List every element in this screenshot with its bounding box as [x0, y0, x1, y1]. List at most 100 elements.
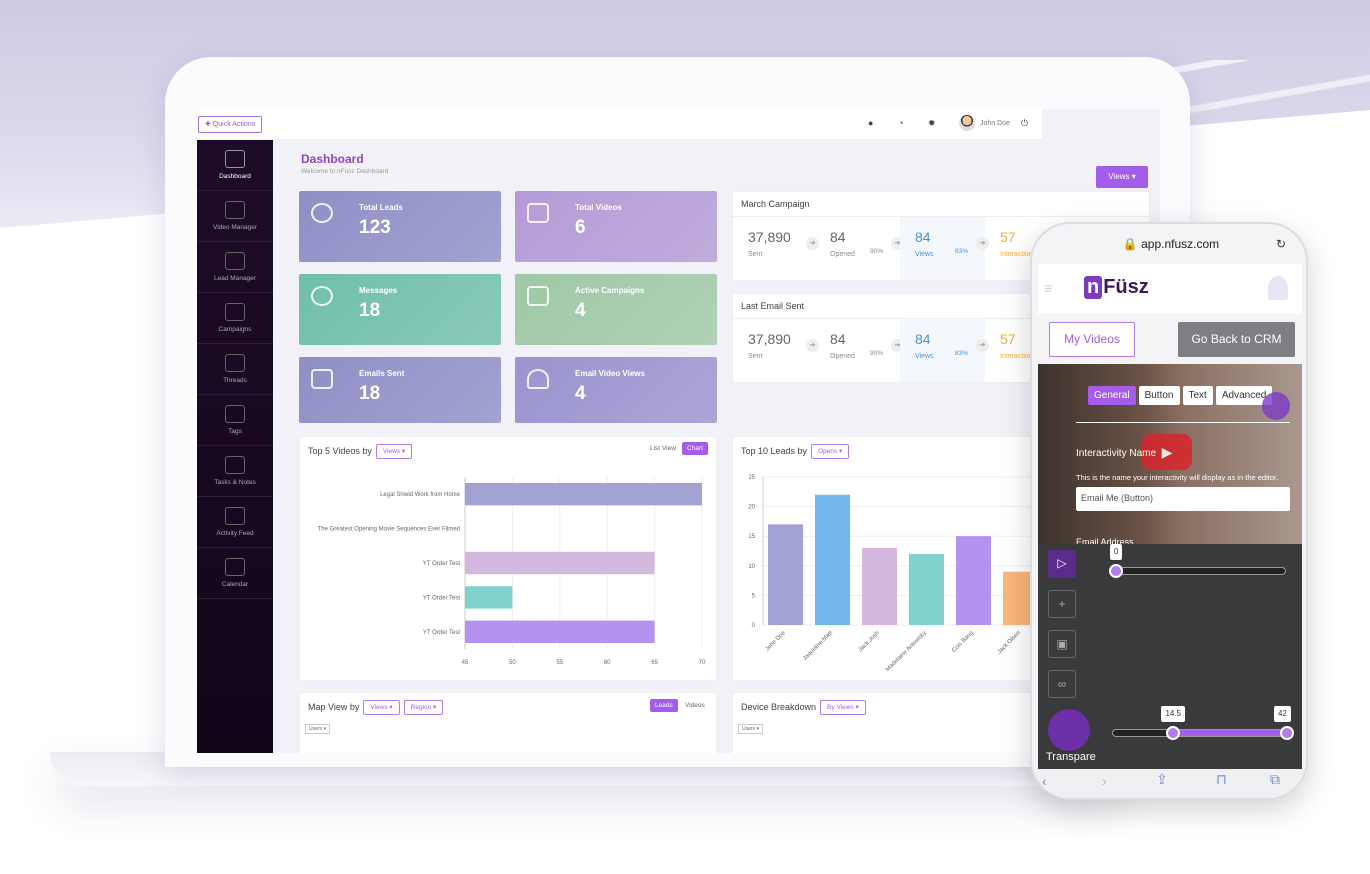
map-videos-toggle[interactable]: Videos — [685, 702, 705, 709]
go-back-to-crm-button[interactable]: Go Back to CRM — [1178, 322, 1295, 357]
profile-icon[interactable] — [1268, 276, 1288, 300]
stat-interactions: 57 Interactions — [985, 319, 1045, 382]
tab-button[interactable]: Button — [1138, 386, 1180, 405]
share-icon[interactable]: ⇪ — [1156, 771, 1168, 787]
category-label: Jack Josh — [858, 630, 881, 653]
stat-label: Interactions — [1000, 353, 1037, 360]
address-bar[interactable]: 🔒 app.nfusz.com — [1122, 237, 1220, 251]
sidebar-item-calendar[interactable]: Calendar — [197, 548, 273, 599]
bar — [909, 553, 944, 625]
app-header: ≡ n Füsz — [1038, 264, 1302, 314]
info-icon[interactable]: ● — [868, 118, 874, 128]
chat-widget-icon[interactable] — [1048, 709, 1090, 751]
x-tick-label: 50 — [509, 660, 516, 666]
reload-icon[interactable]: ↻ — [1275, 237, 1286, 251]
card-total-videos[interactable]: Total Videos 6 — [515, 191, 717, 262]
bar — [956, 536, 991, 625]
sidebar-item-dashboard[interactable]: Dashboard — [197, 140, 273, 191]
play-icon[interactable]: ▶ — [1142, 434, 1192, 470]
tab-advanced[interactable]: Advanced — [1215, 386, 1273, 405]
video-camera-icon — [225, 201, 245, 219]
stat-views: 84 Views 83% ➔ — [900, 319, 989, 382]
sidebar: Dashboard Video Manager Lead Manager Cam… — [197, 140, 273, 753]
map-view-panel: Map View by Views ▾ Region ▾ Leads Videos … — [299, 692, 717, 753]
sidebar-item-label: Activity Feed — [216, 530, 254, 537]
sidebar-item-threads[interactable]: Threads — [197, 344, 273, 395]
nfusz-tool-icon[interactable]: ▷ — [1048, 550, 1076, 578]
card-email-video-views[interactable]: Email Video Views 4 — [515, 357, 717, 423]
dashboard-screen: ✚ Quick Actions ● ◔ ✹ John Doe ⏻ Dashboa… — [197, 109, 1160, 753]
map-users-dropdown[interactable]: Users ▾ — [305, 724, 330, 734]
forward-icon[interactable]: › — [1102, 773, 1107, 789]
sidebar-item-lead-manager[interactable]: Lead Manager — [197, 242, 273, 293]
device-users-dropdown[interactable]: Users ▾ — [738, 724, 763, 734]
bookmarks-icon[interactable]: ⊓ — [1216, 771, 1227, 787]
editor-toolbar: ▷ + ▣ ∞ 0 14.5 42 — [1038, 544, 1302, 769]
category-label: Jaqueline Matt — [802, 630, 834, 662]
stat-views: 84 Views 83% ➔ — [900, 217, 989, 280]
card-messages[interactable]: Messages 18 — [299, 274, 501, 345]
card-label: Active Campaigns — [575, 286, 645, 295]
save-icon[interactable]: ▣ — [1048, 630, 1076, 658]
email-address-label: Email Address — [1076, 537, 1134, 547]
list-view-toggle[interactable]: List View — [650, 445, 676, 452]
category-label: YT Order Test — [423, 630, 460, 636]
bell-icon[interactable]: ◔ — [898, 118, 904, 128]
position-slider[interactable] — [1110, 567, 1286, 575]
panel-title-text: Device Breakdown — [741, 701, 817, 712]
sidebar-item-campaigns[interactable]: Campaigns — [197, 293, 273, 344]
stat-value: 57 — [1000, 229, 1016, 245]
bar — [465, 620, 655, 643]
device-metric-dropdown[interactable]: By Views ▾ — [820, 700, 866, 715]
sidebar-item-tasks-notes[interactable]: Tasks & Notes — [197, 446, 273, 497]
stat-interactions: 57 Interactions — [985, 217, 1045, 280]
power-icon[interactable]: ⏻ — [1020, 117, 1029, 128]
top-leads-metric-dropdown[interactable]: Opens ▾ — [811, 444, 850, 459]
interactivity-name-input[interactable]: Email Me (Button) — [1076, 487, 1290, 511]
tabs-icon[interactable]: ⧉ — [1270, 771, 1280, 787]
range-high-knob[interactable] — [1280, 726, 1294, 740]
link-icon[interactable]: ∞ — [1048, 670, 1076, 698]
card-active-campaigns[interactable]: Active Campaigns 4 — [515, 274, 717, 345]
my-videos-button[interactable]: My Videos — [1049, 322, 1135, 357]
card-total-leads[interactable]: Total Leads 123 — [299, 191, 501, 262]
chart-view-toggle[interactable]: Chart — [682, 442, 708, 455]
chat-bubbles-icon — [311, 286, 333, 306]
sidebar-item-label: Dashboard — [219, 173, 251, 180]
stat-opened: 84 Opened 90% ➔ — [815, 319, 904, 382]
top-videos-panel: Top 5 Videos by Views ▾ List View Chart 4… — [299, 436, 717, 681]
sidebar-item-tags[interactable]: Tags — [197, 395, 273, 446]
card-label: Total Videos — [575, 203, 622, 212]
quick-actions-button[interactable]: ✚ Quick Actions — [198, 116, 263, 133]
card-emails-sent[interactable]: Emails Sent 18 — [299, 357, 501, 423]
sidebar-item-video-manager[interactable]: Video Manager — [197, 191, 273, 242]
gear-icon[interactable]: ✹ — [928, 118, 936, 128]
stat-label: Sent — [748, 353, 763, 360]
tab-text[interactable]: Text — [1182, 386, 1213, 405]
stat-percent: 90% — [870, 350, 884, 357]
avatar — [959, 115, 975, 131]
range-low-badge: 14.5 — [1161, 706, 1186, 722]
position-slider-knob[interactable] — [1109, 564, 1123, 578]
map-leads-toggle[interactable]: Leads — [650, 699, 678, 712]
back-icon[interactable]: ‹ — [1042, 773, 1047, 789]
card-value: 4 — [575, 383, 586, 404]
card-label: Email Video Views — [575, 369, 645, 378]
logo-text: Füsz — [1103, 276, 1149, 298]
add-icon[interactable]: + — [1048, 590, 1076, 618]
hamburger-icon[interactable]: ≡ — [1044, 280, 1053, 296]
y-tick-label: 0 — [752, 623, 756, 629]
user-menu[interactable]: John Doe ⏻ — [959, 115, 1028, 131]
email-icon[interactable] — [1262, 392, 1290, 420]
tab-general[interactable]: General — [1088, 386, 1136, 405]
stat-sent: 37,890 Sent ➔ — [733, 319, 819, 382]
stat-value: 84 — [830, 229, 846, 245]
panel-title: Top 5 Videos by Views ▾ — [300, 437, 716, 466]
map-region-dropdown[interactable]: Region ▾ — [403, 700, 444, 715]
top-videos-metric-dropdown[interactable]: Views ▾ — [375, 444, 413, 459]
map-metric-dropdown[interactable]: Views ▾ — [363, 700, 400, 715]
sidebar-item-activity-feed[interactable]: Activity Feed — [197, 497, 273, 548]
range-low-knob[interactable] — [1166, 726, 1181, 740]
sidebar-item-label: Video Manager — [213, 224, 257, 231]
views-dropdown-button[interactable]: Views ▾ — [1096, 166, 1148, 188]
